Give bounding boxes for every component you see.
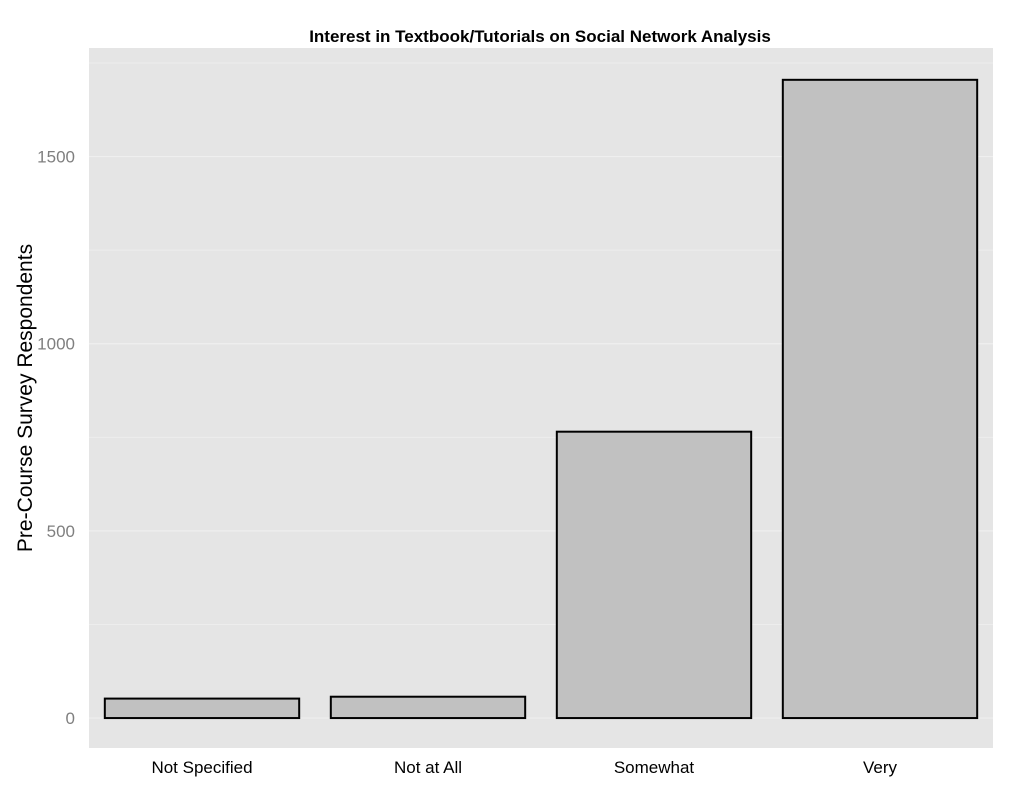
y-tick-label: 1000 [37, 335, 75, 354]
y-axis-ticks: 0 500 1000 1500 [37, 148, 75, 728]
bar [103, 697, 301, 720]
y-tick-label: 0 [66, 709, 75, 728]
y-tick-label: 500 [47, 522, 75, 541]
chart-title: Interest in Textbook/Tutorials on Social… [309, 27, 771, 46]
bar [329, 695, 527, 720]
x-axis-ticks: Not Specified Not at All Somewhat Very [151, 758, 897, 777]
bars [103, 78, 979, 720]
x-tick-label: Somewhat [614, 758, 695, 777]
bar [781, 78, 979, 720]
y-tick-label: 1500 [37, 148, 75, 167]
x-tick-label: Not at All [394, 758, 462, 777]
y-axis-label: Pre-Course Survey Respondents [14, 244, 37, 552]
bar [555, 430, 753, 720]
x-tick-label: Very [863, 758, 898, 777]
x-tick-label: Not Specified [151, 758, 252, 777]
